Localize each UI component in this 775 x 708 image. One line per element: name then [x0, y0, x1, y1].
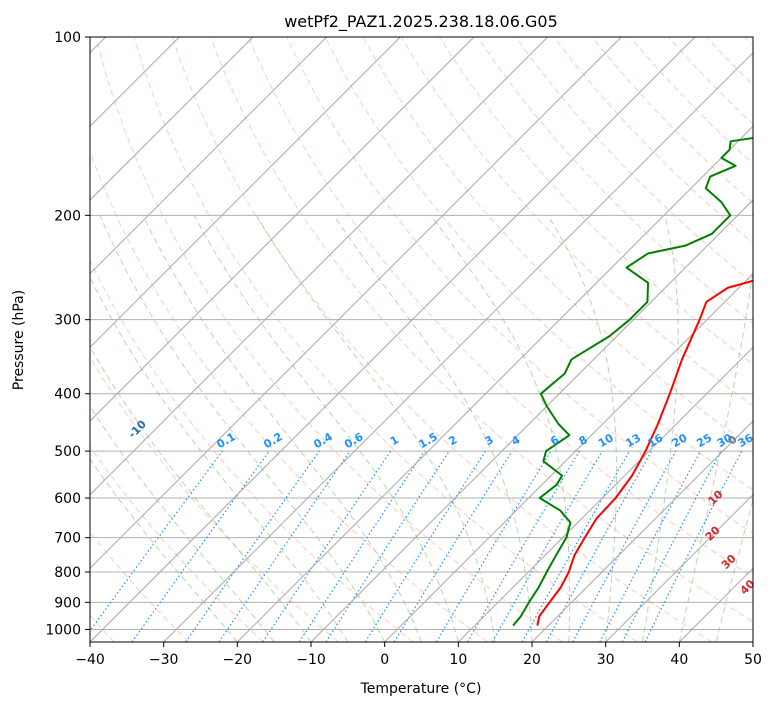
moist-adiabat	[430, 215, 571, 642]
moist-adiabat	[547, 215, 618, 642]
x-axis-title: Temperature (°C)	[360, 681, 482, 697]
x-tick-label: 40	[670, 652, 688, 668]
moist-adiabat	[99, 215, 386, 642]
isotherm	[310, 199, 753, 642]
y-tick-label: 900	[54, 595, 81, 611]
dewpoint-profile	[512, 136, 753, 627]
x-tick-label: 30	[597, 652, 615, 668]
dry-adiabat	[286, 37, 753, 534]
isotherm	[90, 37, 401, 349]
mixing-ratio-line	[218, 450, 351, 642]
mixing-ratio-line	[393, 450, 513, 642]
y-tick-label: 700	[54, 531, 81, 547]
mixing-ratio-line	[521, 450, 631, 642]
dry-adiabat	[90, 445, 264, 642]
y-tick-label: 800	[54, 565, 81, 581]
isotherm	[90, 37, 696, 642]
mixing-ratio-line	[572, 450, 677, 642]
y-tick-label: 500	[54, 444, 81, 460]
isotherm	[605, 493, 753, 642]
dry-adiabat	[171, 37, 712, 642]
y-axis-title: Pressure (hPa)	[11, 290, 27, 390]
mixing-ratio-lines	[90, 450, 743, 642]
y-axis-ticks: 1000 900 800 700 600 500 400 300 200 100	[45, 30, 90, 638]
isotherm	[457, 346, 753, 642]
x-tick-label: −10	[296, 652, 326, 668]
moist-adiabat	[90, 458, 238, 642]
isotherm	[90, 37, 254, 201]
moist-adiabat	[90, 345, 312, 642]
y-tick-label: 1000	[45, 622, 81, 638]
dry-adiabat	[324, 37, 753, 491]
x-tick-label: 50	[744, 652, 762, 668]
profile-series	[512, 136, 753, 627]
x-tick-label: 0	[380, 652, 389, 668]
dry-adiabat	[95, 37, 563, 642]
isotherm	[90, 37, 549, 496]
moist-adiabat	[333, 215, 533, 642]
isotherms	[90, 37, 753, 642]
mixing-ratio-line	[298, 450, 425, 642]
isotherm	[90, 37, 622, 570]
mixing-ratio-line	[644, 450, 743, 642]
plot-area: -100-90-80-70-60-50-40-30-20-10010203040…	[90, 37, 756, 642]
moist-adiabat	[642, 215, 679, 642]
y-tick-label: 300	[54, 313, 81, 329]
isotherm	[236, 125, 753, 642]
plot-frame	[89, 36, 754, 643]
y-tick-label: 400	[54, 387, 81, 403]
mixing-ratio-line	[262, 450, 392, 642]
x-tick-label: −30	[149, 652, 179, 668]
chart-title: wetPf2_PAZ1.2025.238.18.06.G05	[284, 12, 558, 32]
dry-adiabat	[133, 37, 638, 642]
x-tick-label: −20	[223, 652, 253, 668]
mixing-ratio-line	[325, 450, 450, 642]
moist-adiabat	[193, 215, 459, 642]
mixing-ratio-line	[90, 450, 223, 632]
mixing-ratio-line	[545, 450, 653, 642]
x-axis-ticks: −40 −30 −20 −10 0 10 20 30 40 50	[75, 642, 762, 668]
dry-adiabat	[210, 37, 753, 623]
isotherm	[90, 37, 328, 275]
y-tick-label: 200	[54, 208, 81, 224]
temperature-profile	[536, 279, 753, 626]
isotherm	[384, 272, 753, 642]
y-tick-label: 100	[54, 30, 81, 46]
x-tick-label: −40	[75, 652, 105, 668]
y-tick-label: 600	[54, 491, 81, 507]
isotherm	[90, 37, 475, 422]
x-tick-label: 10	[449, 652, 467, 668]
mixing-ratio-label: 36	[736, 431, 756, 450]
x-tick-label: 20	[523, 652, 541, 668]
moist-adiabat	[142, 215, 422, 642]
moist-adiabat	[90, 405, 275, 642]
isotherm	[163, 51, 753, 642]
dry-adiabat	[90, 356, 339, 642]
isotherm	[531, 420, 753, 642]
dry-adiabat	[90, 259, 414, 642]
mixing-ratio-line	[185, 450, 320, 642]
mixing-ratio-line	[131, 450, 270, 642]
moist-adiabat	[678, 265, 753, 642]
